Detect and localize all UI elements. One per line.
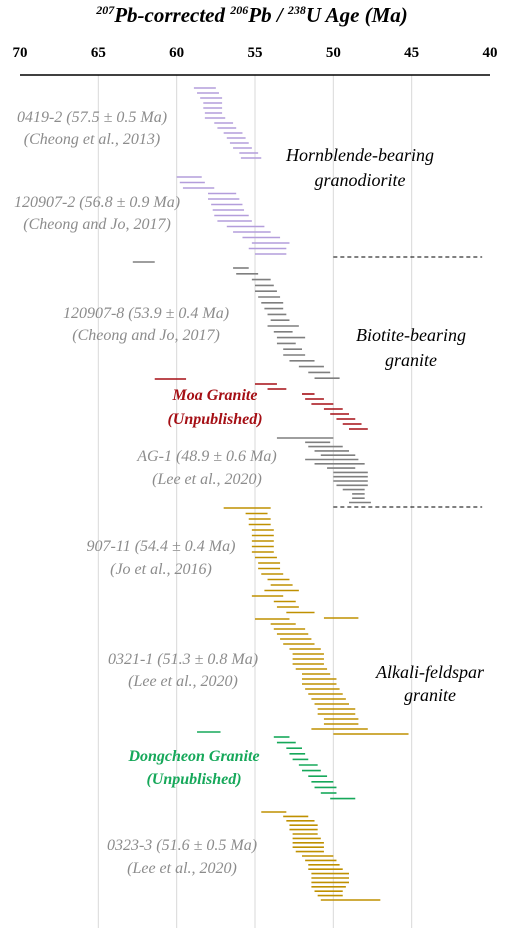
sample-label-line1: 907-11 (54.4 ± 0.4 Ma) <box>87 538 236 555</box>
age-range-bars <box>132 87 409 901</box>
sample-label-line2: (Unpublished) <box>146 771 241 788</box>
sample-label-line1: 0321-1 (51.3 ± 0.8 Ma) <box>108 651 258 668</box>
sample-label-line1: AG-1 (48.9 ± 0.6 Ma) <box>136 448 276 465</box>
x-tick-label: 55 <box>248 45 263 61</box>
sample-label-line2: (Cheong and Jo, 2017) <box>23 216 171 233</box>
sample-label-line2: (Lee et al., 2020) <box>152 471 262 488</box>
sample-label-line2: (Lee et al., 2020) <box>127 860 237 877</box>
vertical-gridlines <box>97 75 413 928</box>
sample-label-line2: (Cheong et al., 2013) <box>24 131 160 148</box>
rock-unit-line2: granite <box>385 350 437 370</box>
sample-label-line2: (Lee et al., 2020) <box>128 673 238 690</box>
sample-label-line1: 120907-8 (53.9 ± 0.4 Ma) <box>63 305 229 322</box>
rock-unit-line2: granodiorite <box>314 170 405 190</box>
x-tick-label: 65 <box>91 45 106 61</box>
dashed-separators <box>333 256 483 508</box>
chart-title: 207Pb-corrected 206Pb / 238U Age (Ma) <box>95 3 408 27</box>
sample-label-line1: 0323-3 (51.6 ± 0.5 Ma) <box>107 837 257 854</box>
rock-unit-line2: granite <box>404 685 456 705</box>
sample-labels: 0419-2 (57.5 ± 0.5 Ma) (Cheong et al., 20… <box>14 109 277 877</box>
x-tick-label: 40 <box>483 45 498 61</box>
x-tick-labels: 70 65 60 55 50 45 40 <box>13 45 498 61</box>
x-tick-label: 45 <box>404 45 419 61</box>
sample-label-line1: 120907-2 (56.8 ± 0.9 Ma) <box>14 194 180 211</box>
sample-label-line2: (Jo et al., 2016) <box>110 561 212 578</box>
sample-label-line2: (Unpublished) <box>167 411 262 428</box>
x-tick-label: 60 <box>169 45 184 61</box>
rock-unit-line1: Hornblende-bearing <box>285 145 434 165</box>
sample-label-line2: (Cheong and Jo, 2017) <box>72 327 220 344</box>
rock-unit-line1: Biotite-bearing <box>356 325 466 345</box>
x-tick-label: 70 <box>13 45 28 61</box>
rock-unit-line1: Alkali-feldspar <box>375 662 485 682</box>
rock-unit-labels: Hornblende-bearing granodiorite Biotite-be… <box>285 145 485 705</box>
x-tick-label: 50 <box>326 45 341 61</box>
sample-label-line1: 0419-2 (57.5 ± 0.5 Ma) <box>17 109 167 126</box>
sample-label-line1: Moa Granite <box>172 387 258 404</box>
sample-label-line1: Dongcheon Granite <box>127 748 259 765</box>
